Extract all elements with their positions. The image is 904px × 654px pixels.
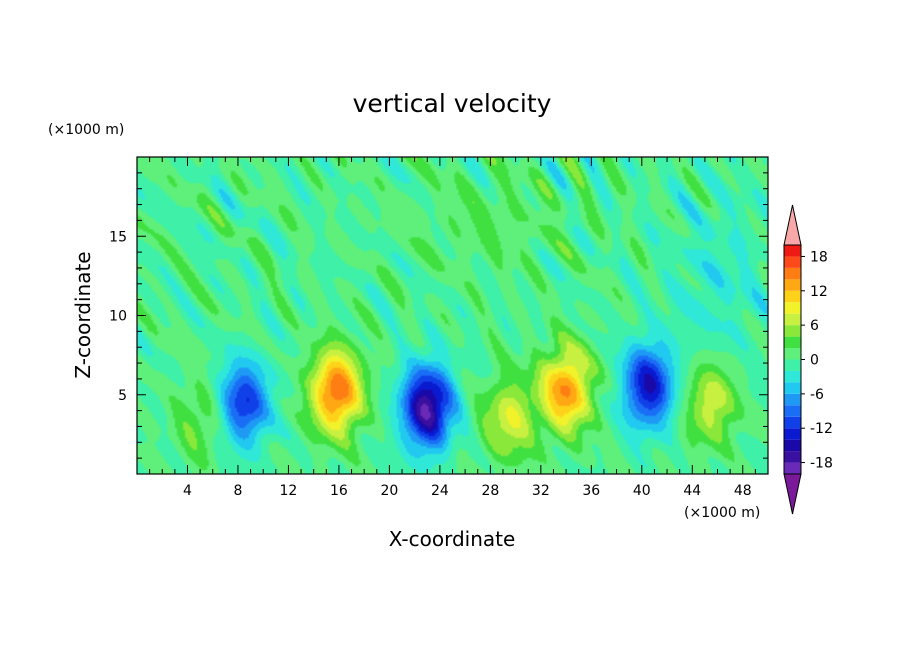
x-tick-label: 12 xyxy=(280,483,298,499)
colorbar-label: 18 xyxy=(810,249,828,265)
chart-title: vertical velocity xyxy=(353,89,552,118)
colorbar-label: -18 xyxy=(810,456,833,472)
x-axis-units: (×1000 m) xyxy=(684,505,760,521)
x-tick-label: 28 xyxy=(481,483,499,499)
colorbar-bin xyxy=(784,439,801,452)
y-axis-ticks: 5 10 15 xyxy=(109,172,768,459)
colorbar-bin xyxy=(784,336,801,349)
x-tick-label: 32 xyxy=(532,483,550,499)
colorbar-bin xyxy=(784,382,801,394)
colorbar-bin xyxy=(784,370,801,383)
colorbar-bin xyxy=(784,405,801,417)
colorbar-bin xyxy=(784,302,801,314)
colorbar-label: 6 xyxy=(810,318,819,334)
x-tick-label: 8 xyxy=(233,483,242,499)
y-tick-label: 5 xyxy=(118,388,127,404)
x-tick-label: 44 xyxy=(683,483,701,499)
x-tick-label: 24 xyxy=(431,483,449,499)
colorbar-bin xyxy=(784,359,801,371)
x-tick-label: 20 xyxy=(380,483,398,499)
x-axis-ticks: 4 8 12 16 20 24 28 32 36 40 44 48 xyxy=(149,157,756,499)
colorbar-bin xyxy=(784,462,801,474)
x-tick-label: 16 xyxy=(330,483,348,499)
colorbar-label: 0 xyxy=(810,353,819,369)
colorbar-bin xyxy=(784,245,801,257)
colorbar-bin xyxy=(784,451,801,463)
y-axis-units: (×1000 m) xyxy=(48,122,124,138)
velocity-field xyxy=(137,157,768,474)
colorbar-bin xyxy=(784,393,801,406)
colorbar-bin xyxy=(784,416,801,429)
plot-area xyxy=(137,157,768,474)
colorbar-top-arrow xyxy=(783,204,802,246)
y-axis-label: Z-coordinate xyxy=(71,251,95,378)
colorbar-bin xyxy=(784,348,801,360)
x-tick-label: 36 xyxy=(582,483,600,499)
colorbar-bin xyxy=(784,313,801,326)
colorbar-label: 12 xyxy=(810,284,828,300)
colorbar-bin xyxy=(784,290,801,303)
colorbar-bin xyxy=(784,279,801,291)
colorbar-label: -12 xyxy=(810,421,833,437)
colorbar-bin xyxy=(784,267,801,280)
colorbar-bin xyxy=(784,256,801,268)
x-tick-label: 48 xyxy=(734,483,752,499)
colorbar-label: -6 xyxy=(810,387,824,403)
colorbar-bin xyxy=(784,428,801,440)
colorbar: 18 12 6 0 -6 -12 -18 xyxy=(783,204,833,515)
colorbar-bottom-arrow xyxy=(783,473,802,515)
colorbar-bin xyxy=(784,325,801,337)
x-axis-label: X-coordinate xyxy=(389,527,516,551)
x-tick-label: 40 xyxy=(633,483,651,499)
y-tick-label: 10 xyxy=(109,309,127,325)
x-tick-label: 4 xyxy=(183,483,192,499)
y-tick-label: 15 xyxy=(109,229,127,245)
